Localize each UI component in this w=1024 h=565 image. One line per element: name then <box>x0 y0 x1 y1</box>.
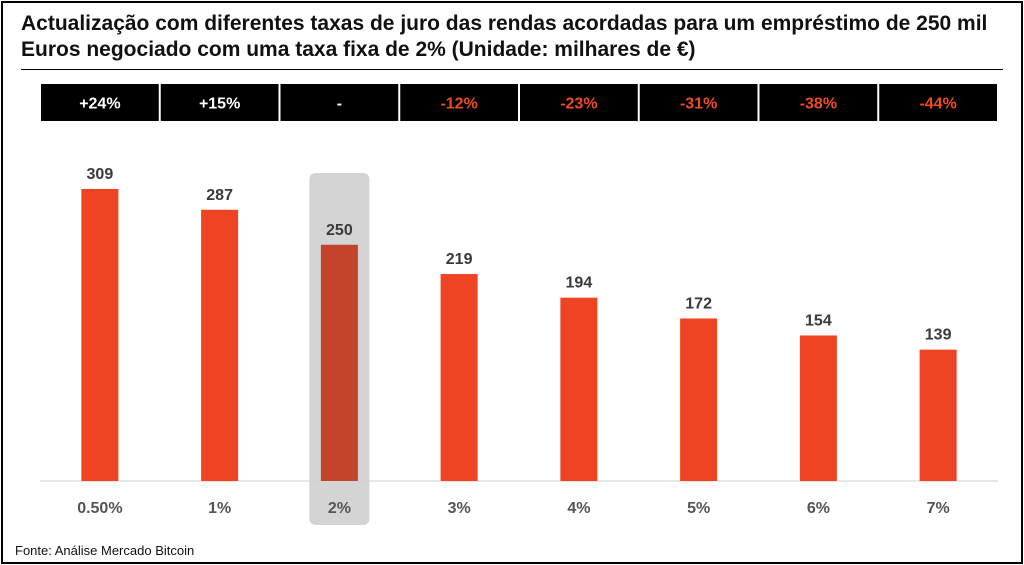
change-header-cell <box>759 84 878 121</box>
change-header-cell <box>41 84 159 121</box>
change-label: - <box>337 96 342 113</box>
source-note: Fonte: Análise Mercado Bitcoin <box>15 543 195 558</box>
bar <box>81 188 119 481</box>
x-tick-label: 1% <box>208 500 231 517</box>
bar <box>560 297 598 481</box>
bar <box>799 335 837 481</box>
x-tick-label: 5% <box>687 500 710 517</box>
change-label: -23% <box>560 96 597 113</box>
x-tick-label: 3% <box>448 500 471 517</box>
bar-chart: +24% +15% - -12% -23% -31% -38% -44% 309 0.50% 287… <box>40 84 998 525</box>
value-label: 309 <box>87 166 114 183</box>
x-tick-label: 2% <box>328 500 351 517</box>
bar <box>680 318 718 481</box>
x-tick-label: 7% <box>927 500 950 517</box>
change-header-cell <box>280 84 399 121</box>
value-label: 287 <box>206 187 233 204</box>
bar <box>440 274 478 481</box>
change-label: -31% <box>680 96 717 113</box>
change-header-cell <box>160 84 279 121</box>
value-label: 154 <box>805 312 832 329</box>
x-tick-label: 6% <box>807 500 830 517</box>
change-label: -44% <box>919 96 956 113</box>
bar <box>320 244 358 481</box>
change-header-cell <box>639 84 758 121</box>
bar <box>201 209 239 481</box>
chart-title: Actualização com diferentes taxas de jur… <box>21 12 988 61</box>
change-header-cell <box>879 84 997 121</box>
change-header-cell <box>520 84 638 121</box>
change-label: +15% <box>199 96 240 113</box>
change-label: -12% <box>440 96 477 113</box>
value-label: 139 <box>925 327 952 344</box>
x-tick-label: 0.50% <box>77 500 122 517</box>
change-label: -38% <box>800 96 837 113</box>
x-tick-label: 4% <box>567 500 590 517</box>
bar <box>919 349 957 481</box>
change-label: +24% <box>79 96 120 113</box>
value-label: 172 <box>685 295 712 312</box>
value-label: 219 <box>446 251 473 268</box>
value-label: 250 <box>326 222 353 239</box>
title-divider <box>21 69 1003 70</box>
value-label: 194 <box>566 275 593 292</box>
change-header-cell <box>400 84 518 121</box>
